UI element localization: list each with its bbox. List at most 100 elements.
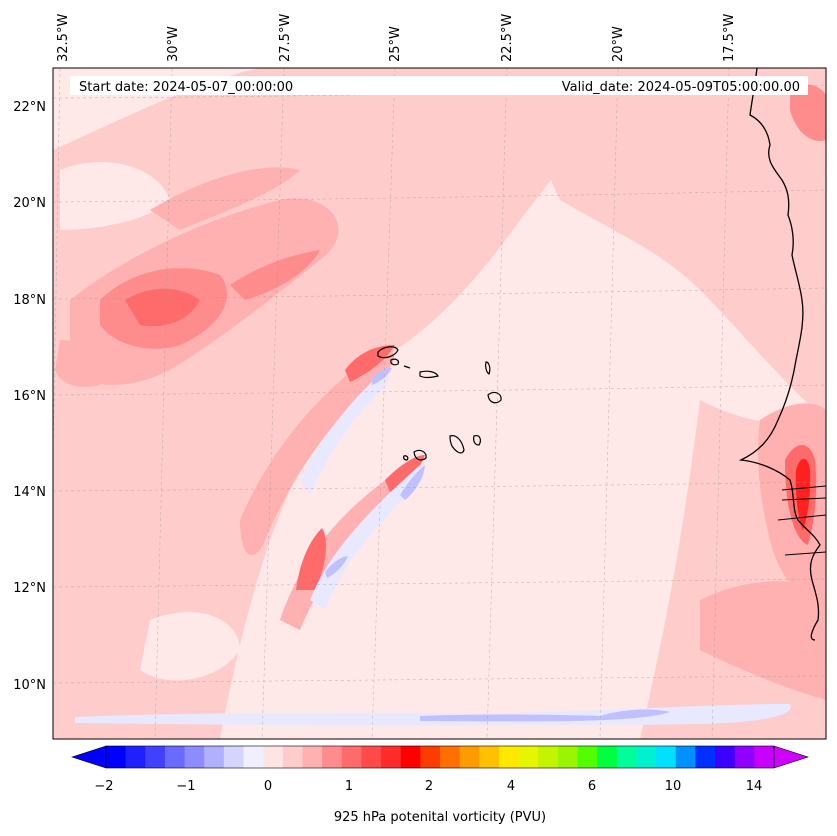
lon-label-32-5w: 32.5°W <box>56 14 71 62</box>
island-fogo <box>413 449 427 461</box>
colorbar-cell <box>616 746 637 768</box>
colorbar-min-arrow <box>71 745 107 769</box>
lat-label-14n: 14°N <box>13 485 46 500</box>
colorbar-tick-label: −1 <box>176 779 195 794</box>
colorbar-cell <box>204 746 225 768</box>
island-sal <box>485 361 491 375</box>
lon-label-27-5w: 27.5°W <box>278 14 293 62</box>
colorbar-tick-label: −2 <box>94 779 113 794</box>
pv-field-blue-core-2 <box>400 465 425 500</box>
map-panel <box>53 68 826 739</box>
lat-label-20n: 20°N <box>13 196 46 211</box>
colorbar-cell <box>400 746 421 768</box>
pv-field-south-blue-core <box>420 709 670 722</box>
lon-label-20w: 20°W <box>611 26 626 62</box>
pv-field-blue-streak-1 <box>300 370 389 495</box>
colorbar-max-arrow <box>773 745 809 769</box>
colorbar-cell <box>538 746 559 768</box>
colorbar-cell <box>675 746 696 768</box>
colorbar-cell <box>263 746 284 768</box>
island-maio <box>473 435 481 446</box>
pv-field-pale-patch-3 <box>140 611 240 681</box>
lon-label-22-5w: 22.5°W <box>500 14 515 62</box>
colorbar-cell <box>754 746 775 768</box>
pv-field-pink-west <box>55 340 103 387</box>
colorbar-cell <box>734 746 755 768</box>
colorbar-cell <box>223 746 245 768</box>
colorbar-cell <box>597 746 618 768</box>
pv-field-pink-ridge-2 <box>150 167 300 230</box>
island-sao-nicolau <box>419 370 439 379</box>
longitude-labels: 32.5°W 30°W 27.5°W 25°W 22.5°W 20°W 17.5… <box>56 14 737 62</box>
pv-field-ne-red <box>790 84 826 141</box>
colorbar-tick-label: 2 <box>425 779 433 794</box>
lat-label-18n: 18°N <box>13 293 46 308</box>
pv-field-south-blue-belt <box>75 704 791 726</box>
island-santiago <box>449 435 465 454</box>
pv-field-red-streak <box>230 250 320 300</box>
colorbar-tick-label: 4 <box>507 779 515 794</box>
colorbar-cell <box>656 746 677 768</box>
coastline-gambia <box>777 485 826 556</box>
pv-field-red-blob-south <box>296 528 326 590</box>
colorbar-cell <box>184 746 205 768</box>
island-santa-luzia <box>403 365 411 369</box>
pv-field-red-blob-island-2 <box>385 455 425 492</box>
pv-field-light-pink-east <box>520 68 826 420</box>
pv-field-red-blob-island <box>345 345 395 382</box>
colorbar-cell <box>125 746 146 768</box>
island-santo-antao <box>377 346 399 359</box>
colorbar-cell <box>440 746 461 768</box>
colorbar-tick-label: 14 <box>746 779 763 794</box>
colorbar-cell <box>341 746 362 768</box>
colorbar-cell <box>145 746 166 768</box>
pv-field-pale-patch-1 <box>506 294 693 577</box>
colorbar-cell <box>557 746 579 768</box>
island-boa-vista <box>487 391 502 404</box>
colorbar-label: 925 hPa potenital vorticity (PVU) <box>334 810 546 825</box>
colorbar-cell <box>164 746 186 768</box>
colorbar-cell <box>322 746 343 768</box>
lat-label-16n: 16°N <box>13 389 46 404</box>
colorbar-cells <box>106 746 775 768</box>
island-brava <box>403 455 409 461</box>
colorbar-cell <box>243 746 264 768</box>
colorbar-cell <box>381 746 402 768</box>
colorbar-ticks: −2 −1 0 1 2 4 6 10 14 <box>94 779 762 794</box>
pv-field-blue-streak-2 <box>310 465 425 610</box>
pv-field-coast-deep-red <box>795 458 811 530</box>
island-sao-vicente <box>390 358 400 366</box>
colorbar-cell <box>459 746 480 768</box>
pv-field-sw-streak <box>240 349 395 556</box>
colorbar-cell <box>695 746 716 768</box>
colorbar-tick-label: 1 <box>345 779 353 794</box>
cape-verde-islands <box>377 346 502 461</box>
colorbar: −2 −1 0 1 2 4 6 10 14 925 hPa potenital … <box>71 745 809 825</box>
latitude-labels: 22°N 20°N 18°N 16°N 14°N 12°N 10°N <box>13 100 46 693</box>
map-frame <box>52 67 827 740</box>
colorbar-cell <box>518 746 539 768</box>
colorbar-tick-label: 6 <box>588 779 596 794</box>
pv-field-se-pink <box>700 581 826 700</box>
colorbar-tick-label: 0 <box>264 779 272 794</box>
colorbar-cell <box>577 746 598 768</box>
pv-field-pale-patch-2 <box>60 161 170 230</box>
date-annotation-box <box>70 76 808 95</box>
lat-label-10n: 10°N <box>13 678 46 693</box>
lon-label-17-5w: 17.5°W <box>722 14 737 62</box>
colorbar-cell <box>715 746 736 768</box>
colorbar-cell <box>106 746 127 768</box>
colorbar-cell <box>420 746 441 768</box>
colorbar-cell <box>282 746 303 768</box>
colorbar-cell <box>636 746 657 768</box>
lon-label-25w: 25°W <box>388 26 403 62</box>
valid-date-label: Valid_date: 2024-05-09T05:00:00.00 <box>562 80 800 95</box>
colorbar-frame <box>105 745 775 769</box>
coastline-africa <box>738 68 821 641</box>
pv-field-blue-core-3 <box>325 556 348 578</box>
colorbar-tick-label: 10 <box>665 779 682 794</box>
start-date-label: Start date: 2024-05-07_00:00:00 <box>79 80 293 95</box>
lat-label-22n: 22°N <box>13 100 46 115</box>
lon-label-30w: 30°W <box>166 26 181 62</box>
